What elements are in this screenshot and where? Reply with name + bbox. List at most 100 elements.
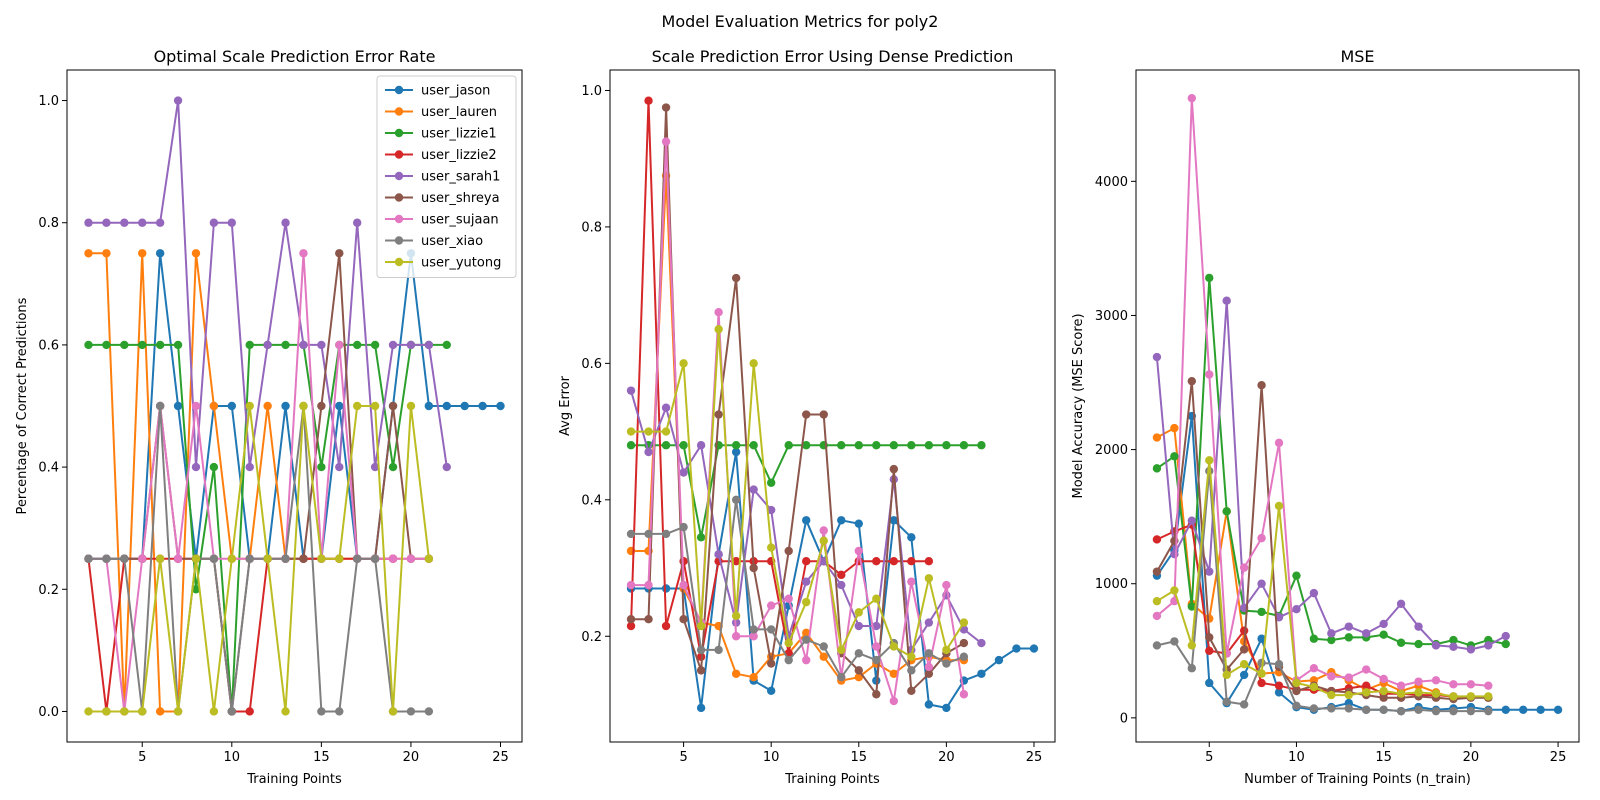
- data-point-user_jason: [335, 401, 344, 411]
- data-point-user_sujaan: [784, 594, 793, 603]
- data-point-user_sujaan: [1274, 438, 1284, 448]
- data-point-user_shreya: [766, 659, 776, 668]
- data-point-user_yutong: [837, 645, 846, 655]
- data-point-user_xiao: [959, 652, 969, 661]
- data-point-user_sujaan: [731, 632, 741, 641]
- data-point-user_sarah1: [1170, 550, 1179, 559]
- data-point-user_shreya: [889, 464, 899, 474]
- data-point-user_yutong: [1309, 682, 1319, 692]
- data-point-user_yutong: [1257, 669, 1266, 678]
- data-point-user_sarah1: [766, 505, 776, 515]
- y-tick-label: 0.2: [581, 630, 602, 645]
- data-point-user_lauren: [138, 249, 147, 258]
- data-point-user_shreya: [317, 401, 326, 411]
- data-point-user_sarah1: [1414, 622, 1423, 631]
- data-point-user_xiao: [155, 401, 165, 411]
- data-point-user_jason: [942, 703, 951, 713]
- legend-marker-user_yutong: [394, 257, 404, 267]
- data-point-user_shreya: [679, 614, 688, 624]
- data-point-user_xiao: [854, 649, 863, 658]
- data-point-user_xiao: [1239, 700, 1249, 709]
- data-point-user_yutong: [802, 597, 811, 607]
- data-point-user_lizzie1: [138, 340, 147, 350]
- data-point-user_sarah1: [1205, 567, 1214, 576]
- data-point-user_sarah1: [1292, 605, 1301, 614]
- data-point-user_lizzie1: [370, 340, 380, 350]
- data-point-user_lizzie1: [245, 340, 254, 350]
- data-point-user_lizzie1: [1292, 571, 1301, 580]
- data-point-user_lizzie1: [959, 441, 969, 450]
- data-point-user_sarah1: [1466, 645, 1476, 654]
- data-point-user_sujaan: [644, 580, 653, 590]
- data-point-user_shreya: [802, 410, 811, 419]
- data-point-user_sujaan: [942, 580, 951, 590]
- data-point-user_jason: [802, 516, 811, 525]
- data-point-user_sarah1: [1344, 622, 1353, 631]
- data-point-user_yutong: [406, 401, 416, 411]
- data-point-user_lizzie1: [84, 340, 93, 350]
- data-point-user_xiao: [644, 529, 653, 539]
- data-point-user_lizzie1: [209, 462, 219, 472]
- data-point-user_lizzie1: [626, 441, 636, 450]
- data-point-user_jason: [661, 584, 671, 593]
- data-point-user_jason: [1274, 688, 1284, 697]
- data-point-user_sujaan: [1344, 673, 1353, 682]
- data-point-user_lizzie1: [854, 441, 863, 450]
- data-point-user_sujaan: [1187, 93, 1197, 103]
- data-point-user_xiao: [84, 554, 93, 563]
- data-point-user_xiao: [1187, 664, 1197, 673]
- data-point-user_sujaan: [872, 642, 881, 651]
- data-point-user_yutong: [227, 554, 237, 563]
- data-point-user_yutong: [1152, 596, 1162, 606]
- data-point-user_xiao: [1274, 660, 1284, 669]
- data-point-user_jason: [460, 401, 469, 411]
- data-point-user_jason: [173, 401, 183, 411]
- data-point-user_lauren: [1170, 423, 1179, 433]
- data-point-user_sarah1: [644, 447, 653, 457]
- data-point-user_lauren: [1205, 614, 1214, 623]
- x-tick-label: 20: [938, 750, 955, 765]
- data-point-user_sujaan: [889, 696, 899, 706]
- data-point-user_sarah1: [424, 340, 434, 350]
- data-point-user_xiao: [714, 645, 723, 655]
- data-point-user_shreya: [714, 410, 723, 419]
- data-point-user_yutong: [907, 652, 916, 661]
- data-point-user_lauren: [191, 249, 201, 258]
- data-point-user_lizzie1: [173, 340, 183, 350]
- data-point-user_yutong: [424, 554, 434, 563]
- legend-marker-user_lizzie2: [394, 150, 404, 159]
- data-point-user_lauren: [749, 672, 758, 682]
- data-point-user_xiao: [907, 666, 916, 675]
- data-point-user_lizzie1: [889, 441, 899, 450]
- y-tick-label: 0.4: [38, 461, 59, 476]
- x-tick-label: 5: [1205, 750, 1213, 765]
- y-tick-label: 0.2: [38, 583, 59, 598]
- data-point-user_yutong: [155, 554, 165, 563]
- legend-marker-user_lizzie1: [394, 128, 404, 138]
- data-point-user_sarah1: [227, 218, 237, 227]
- data-point-user_xiao: [245, 554, 254, 563]
- data-point-user_lizzie1: [1187, 602, 1197, 611]
- data-point-user_sujaan: [626, 580, 636, 590]
- data-point-user_xiao: [837, 672, 846, 682]
- data-point-user_lizzie2: [245, 707, 254, 716]
- data-point-user_sarah1: [299, 340, 308, 350]
- data-point-user_sarah1: [1152, 352, 1162, 362]
- data-point-user_xiao: [731, 495, 741, 505]
- y-tick-label: 0.6: [581, 357, 602, 372]
- data-point-user_xiao: [227, 707, 237, 716]
- data-point-user_jason: [155, 249, 165, 258]
- data-point-user_lizzie2: [1239, 626, 1249, 635]
- data-point-user_sujaan: [766, 601, 776, 610]
- data-point-user_yutong: [1449, 692, 1458, 701]
- axes-frame: [1135, 69, 1580, 743]
- data-point-user_lizzie2: [1152, 535, 1162, 544]
- data-point-user_lauren: [209, 401, 219, 411]
- data-point-user_sarah1: [977, 638, 986, 648]
- data-point-user_yutong: [854, 608, 863, 617]
- data-point-user_sarah1: [102, 218, 111, 227]
- data-point-user_xiao: [1484, 706, 1493, 716]
- data-point-user_lauren: [102, 249, 111, 258]
- data-point-user_jason: [1012, 644, 1021, 653]
